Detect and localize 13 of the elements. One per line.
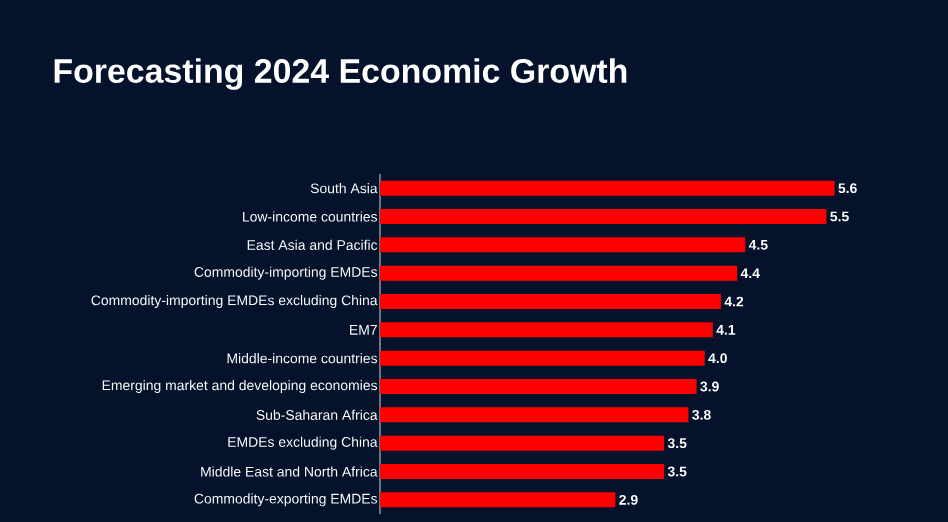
bar [380,379,697,395]
bar [380,265,738,281]
bar [380,435,665,451]
bar [380,492,616,508]
bar [380,464,665,480]
bar [380,180,835,196]
bar [380,294,721,310]
bar [380,209,827,225]
bar [380,407,689,423]
chart-title: Forecasting 2024 Economic Growth [54,58,627,90]
bar [380,322,713,338]
bar [380,350,705,366]
bar [380,237,746,253]
